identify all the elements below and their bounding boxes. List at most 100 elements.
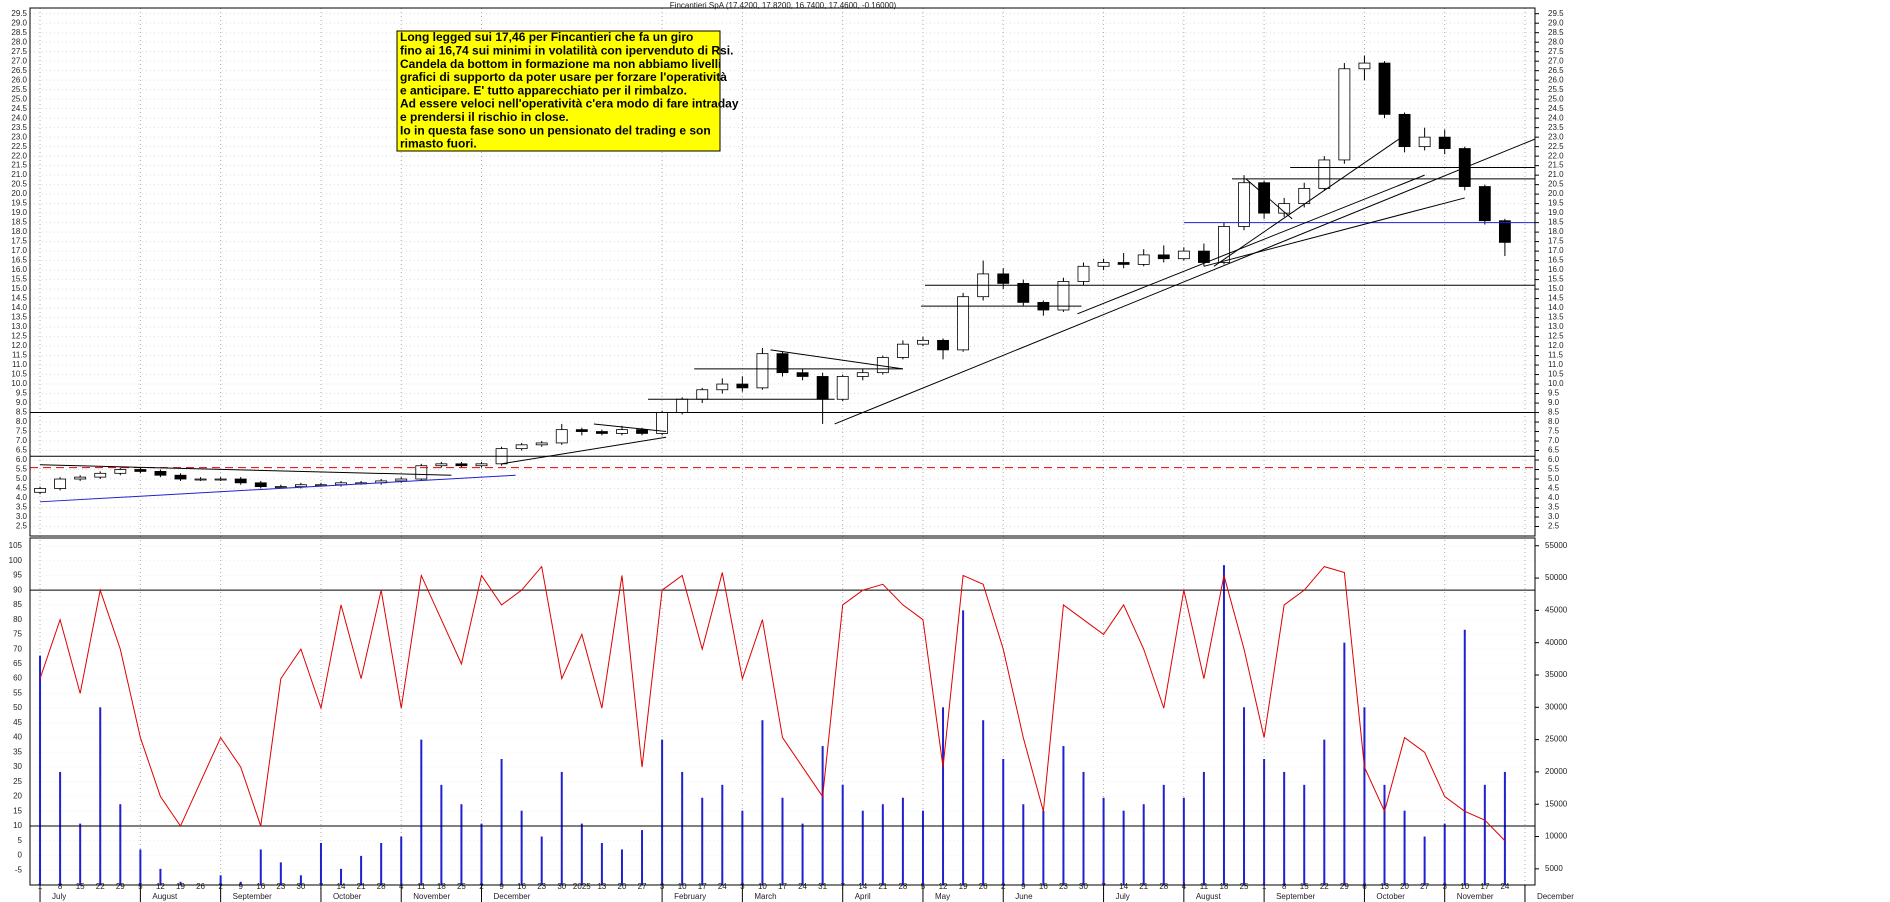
y-right-tick-label: 18.0 <box>1548 227 1564 236</box>
candle-body <box>1258 182 1271 214</box>
volume-bar <box>460 804 463 885</box>
y-tick-label: 24.5 <box>11 104 27 113</box>
volume-bar <box>1403 810 1406 885</box>
x-day-label: 24 <box>798 882 807 891</box>
y-right-tick-label: 7.0 <box>1548 436 1560 445</box>
y2-tick-label: 50000 <box>1545 573 1568 582</box>
x-day-label: 10 <box>1460 882 1469 891</box>
candle-body <box>254 482 267 488</box>
candle-body <box>937 339 949 351</box>
y-tick-label: -5 <box>15 865 23 874</box>
candle-body <box>234 478 247 484</box>
y-right-tick-label: 4.5 <box>1548 484 1560 493</box>
y-tick-label: 22.5 <box>11 142 27 151</box>
candle-body <box>957 296 970 351</box>
y-right-tick-label: 19.5 <box>1548 199 1564 208</box>
x-day-label: 26 <box>196 882 205 891</box>
y-right-tick-label: 9.5 <box>1548 389 1560 398</box>
y-right-tick-label: 27.5 <box>1548 47 1564 56</box>
y-tick-label: 20 <box>13 792 22 801</box>
x-day-label: 1 <box>1262 882 1267 891</box>
y-tick-label: 29.5 <box>11 9 27 18</box>
volume-bar <box>440 784 443 885</box>
volume-bar <box>1303 784 1306 885</box>
y-tick-label: 17.0 <box>11 246 27 255</box>
x-day-label: 2 <box>1001 882 1006 891</box>
trend-line <box>1077 174 1425 315</box>
y-tick-label: 3.0 <box>16 512 28 521</box>
candle-body <box>856 372 869 377</box>
candle-body <box>1438 136 1451 149</box>
y-tick-label: 105 <box>9 541 23 550</box>
volume-bar <box>600 842 603 885</box>
y-right-tick-label: 13.5 <box>1548 313 1564 322</box>
candle-body <box>435 463 448 467</box>
y-right-tick-label: 17.5 <box>1548 237 1564 246</box>
x-day-label: 24 <box>1500 882 1509 891</box>
candle-body <box>174 474 187 480</box>
x-day-label: 2 <box>218 882 223 891</box>
x-month-label: March <box>754 892 776 901</box>
candle-body <box>1338 68 1351 161</box>
y-right-tick-label: 6.5 <box>1548 446 1560 455</box>
volume-bar <box>340 868 343 885</box>
y-tick-label: 27.5 <box>11 47 27 56</box>
annotation-line: Long legged sui 17,46 per Fincantieri ch… <box>400 30 693 44</box>
y-tick-label: 5.0 <box>16 474 28 483</box>
y-right-tick-label: 24.0 <box>1548 113 1564 122</box>
volume-bar <box>1383 784 1386 885</box>
volume-bar <box>1022 804 1025 885</box>
x-day-label: 31 <box>818 882 827 891</box>
y-right-tick-label: 16.0 <box>1548 265 1564 274</box>
candle-body <box>134 469 147 472</box>
volume-bar <box>1483 784 1486 885</box>
annotation-box <box>396 30 721 152</box>
candle-body <box>1238 182 1250 227</box>
candle-body <box>74 476 87 480</box>
y2-tick-label: 5000 <box>1545 864 1563 873</box>
x-day-label: 3 <box>740 882 745 891</box>
x-day-label: 11 <box>417 882 426 891</box>
chart-title: Fincantieri SpA (17.4200, 17.8200, 16.74… <box>670 1 897 10</box>
y-tick-label: 25.0 <box>11 94 27 103</box>
x-month-label: May <box>935 892 950 901</box>
volume-bar <box>661 739 664 885</box>
x-day-label: 21 <box>878 882 887 891</box>
candle-body <box>696 389 709 400</box>
candle-body <box>214 478 227 481</box>
x-day-label: 25 <box>457 882 466 891</box>
y-right-tick-label: 12.0 <box>1548 341 1564 350</box>
x-day-label: 5 <box>921 882 926 891</box>
volume-bar <box>99 707 102 885</box>
y-tick-label: 9.0 <box>16 398 28 407</box>
x-day-label: 20 <box>1400 882 1409 891</box>
candle-body <box>94 472 107 478</box>
y-tick-label: 18.5 <box>11 218 27 227</box>
volume-bar <box>681 771 684 885</box>
x-day-label: 3 <box>660 882 665 891</box>
candle-body <box>1157 254 1170 260</box>
y-tick-label: 40 <box>13 733 22 742</box>
candle-body <box>676 398 689 413</box>
y2-tick-label: 25000 <box>1545 735 1568 744</box>
x-month-label: November <box>1457 892 1494 901</box>
y-tick-label: 65 <box>13 659 22 668</box>
candle-body <box>34 488 46 493</box>
y-right-tick-label: 22.5 <box>1548 142 1564 151</box>
x-day-label: 7 <box>840 882 845 891</box>
y-tick-label: 20.0 <box>11 189 27 198</box>
x-day-label: 9 <box>238 882 243 891</box>
candle-body <box>917 339 929 345</box>
x-month-label: July <box>1116 892 1130 901</box>
y-tick-label: 18.0 <box>11 227 27 236</box>
x-day-label: 30 <box>296 882 305 891</box>
trend-line <box>834 138 1536 425</box>
y-right-tick-label: 11.0 <box>1548 360 1564 369</box>
volume-bar <box>219 875 222 885</box>
x-month-label: October <box>1376 892 1405 901</box>
y-tick-label: 5.5 <box>16 465 28 474</box>
y-tick-label: 13.0 <box>11 322 27 331</box>
x-day-label: 23 <box>276 882 285 891</box>
candle-body <box>997 273 1010 284</box>
candle-body <box>1218 226 1230 263</box>
